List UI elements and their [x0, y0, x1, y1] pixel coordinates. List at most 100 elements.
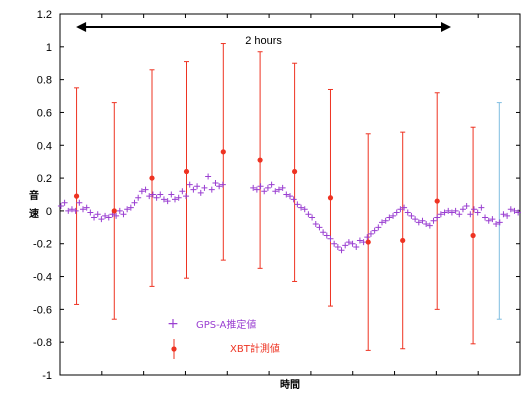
gps-point [283, 191, 290, 198]
gps-point [345, 239, 352, 246]
gps-point [334, 244, 341, 251]
gps-point [190, 186, 197, 193]
gps-point [135, 194, 142, 201]
xbt-point [327, 195, 334, 201]
gps-point [331, 240, 338, 247]
gps-point [279, 184, 286, 191]
gps-point [208, 186, 215, 193]
xbt-point [365, 239, 371, 245]
gps-point [401, 204, 408, 211]
gps-point [216, 183, 223, 190]
gps-point [511, 207, 518, 214]
gps-point [194, 183, 201, 190]
gps-point [434, 214, 441, 221]
gps-point [493, 221, 500, 228]
gps-point [463, 202, 470, 209]
gps-point [275, 186, 282, 193]
gps-point [338, 247, 345, 254]
gps-point [507, 206, 514, 213]
gps-point [61, 199, 68, 206]
gps-point [367, 230, 374, 237]
legend-gps-marker: + [167, 316, 179, 332]
gps-point [153, 194, 160, 201]
gps-point [290, 196, 297, 203]
gps-point [386, 214, 393, 221]
gps-point [257, 183, 264, 190]
gps-point [287, 193, 293, 200]
gps-point [83, 204, 90, 211]
gps-point [375, 224, 382, 231]
x-axis [59, 14, 521, 375]
gps-point [379, 219, 385, 226]
annotation-label: 2 hours [245, 35, 282, 47]
xbt-point [292, 168, 298, 175]
gps-point [131, 199, 138, 206]
gps-point [120, 211, 127, 218]
gps-point [205, 173, 212, 180]
gps-point [305, 211, 312, 218]
y-tick-label: -0.4 [33, 272, 52, 284]
gps-point [448, 209, 455, 216]
y-tick-label: 1.2 [37, 9, 52, 21]
y-tick-label: -1 [42, 370, 52, 382]
gps-point [456, 211, 463, 218]
gps-point [179, 188, 186, 195]
gps-point [149, 191, 156, 198]
gps-point [459, 206, 466, 213]
xbt-point [257, 157, 263, 163]
gps-series [57, 173, 521, 254]
gps-point [212, 180, 219, 187]
gps-point [183, 193, 190, 200]
y-axis-label-char-2: 速 [29, 207, 39, 220]
gps-point [219, 181, 226, 188]
gps-point [312, 221, 319, 228]
gps-point [408, 212, 415, 219]
gps-point [471, 206, 477, 213]
legend: + GPS-A推定値 XBT計測値 [167, 316, 280, 359]
gps-point [80, 206, 86, 213]
gps-point [482, 214, 489, 221]
gps-point [320, 229, 327, 236]
xbt-series [73, 149, 476, 245]
gps-point [72, 207, 79, 214]
gps-point [138, 188, 145, 195]
y-tick-label: 0 [46, 206, 52, 218]
gps-point [168, 191, 175, 198]
gps-point [146, 193, 153, 200]
gps-point [452, 207, 459, 214]
y-tick-label: -0.6 [33, 304, 52, 316]
gps-point [415, 219, 422, 226]
y-tick-label: 0.8 [37, 75, 52, 87]
gps-point [515, 209, 521, 216]
annotation: 2 hours [76, 22, 451, 47]
gps-point [382, 217, 389, 224]
gps-point [175, 194, 182, 201]
gps-point [371, 227, 378, 234]
gps-point [186, 181, 193, 188]
gps-point [116, 207, 123, 214]
legend-xbt-marker [171, 346, 177, 352]
gps-point [445, 207, 452, 214]
gps-point [364, 234, 371, 241]
gps-point [57, 202, 64, 209]
gps-point [253, 186, 260, 193]
annotation-arrow-right-head [441, 22, 451, 32]
gps-point [201, 184, 208, 191]
y-tick-label: 1 [46, 42, 52, 54]
gps-point [102, 212, 109, 219]
gps-point [76, 199, 83, 206]
gps-point [327, 235, 334, 242]
gps-point [157, 191, 164, 198]
gps-point [467, 211, 474, 218]
gps-point [360, 239, 367, 246]
gps-point [127, 204, 134, 211]
gps-point [298, 204, 305, 211]
gps-point [91, 214, 98, 221]
y-tick-label: 0.4 [37, 140, 52, 152]
y-tick-label: 0.2 [37, 173, 52, 185]
gps-point [316, 224, 323, 231]
gps-point [474, 209, 481, 216]
gps-point [197, 189, 204, 196]
gps-point [65, 207, 72, 214]
